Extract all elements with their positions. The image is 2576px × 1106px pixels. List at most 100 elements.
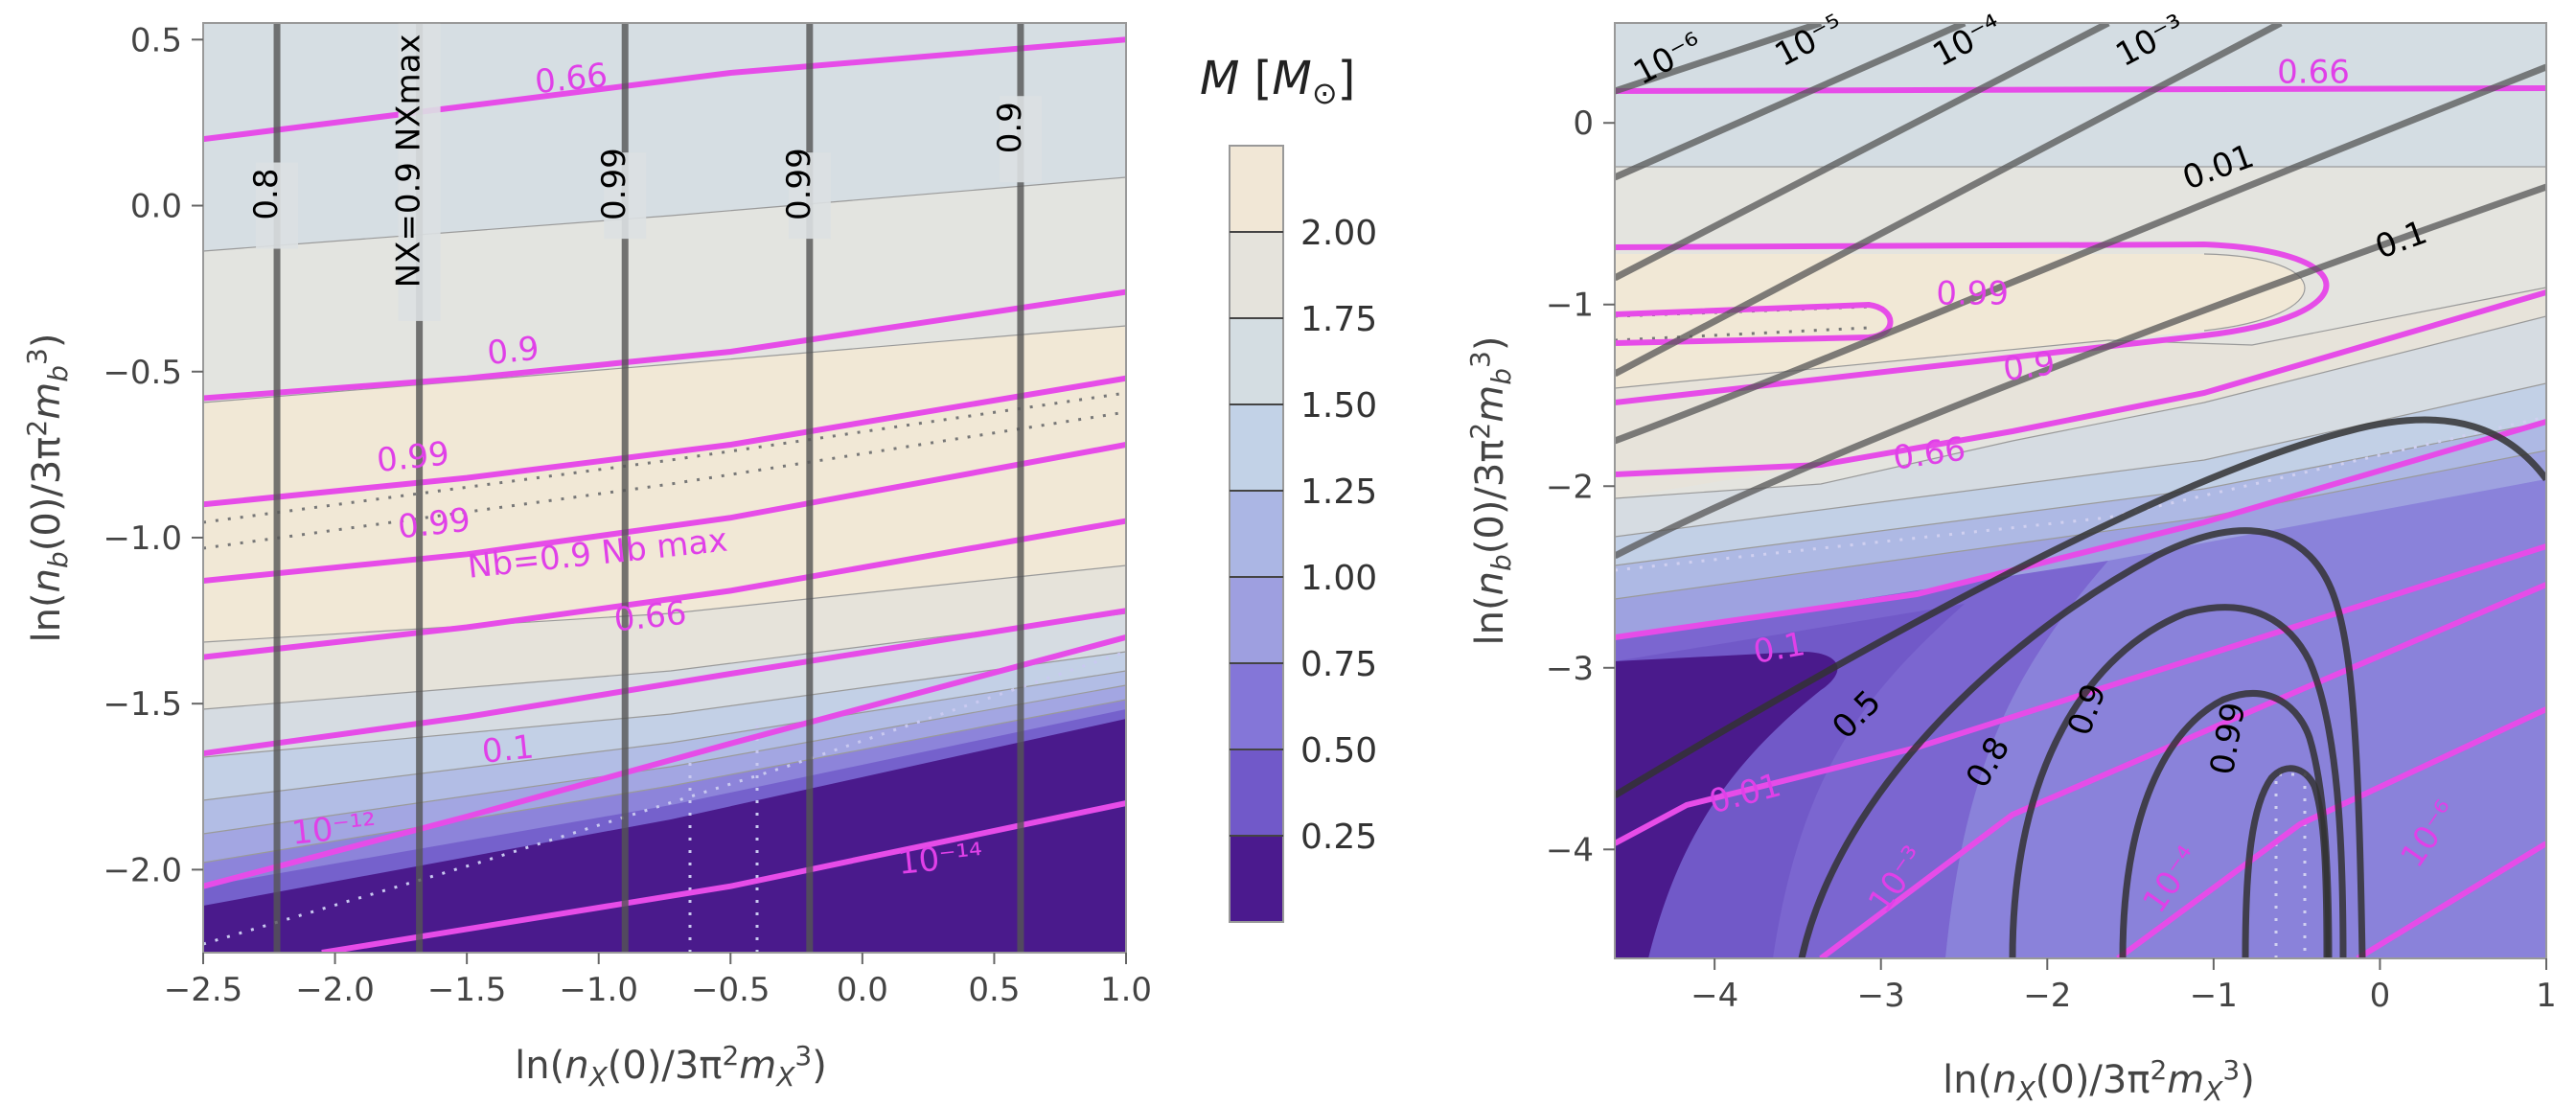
colorbar-tick-label: 1.50 (1300, 386, 1377, 426)
left-xtick-label: −1.0 (559, 971, 638, 1009)
nx-label-bg-2 (604, 152, 647, 240)
magenta-contour-2 (203, 375, 1126, 508)
right-xlabel: ln(nX(0)/3π2mX3) (1943, 1054, 2255, 1106)
nx-label-3: 0.99 (780, 148, 818, 220)
r-band-1 (1615, 450, 2546, 637)
left-ytick-label: −0.5 (103, 354, 182, 392)
magenta-contour-5 (203, 608, 1126, 757)
colorbar-tick-label: 1.00 (1300, 559, 1377, 598)
magenta-contour-7 (321, 800, 1126, 953)
r-band-lower-light (1945, 479, 2546, 958)
left-xtick-label: −1.5 (427, 971, 507, 1009)
left-panel: 0.66 0.9 0.99 0.99 0.66 0.1 10⁻¹² 10⁻¹⁴ 0.8 NX=0.… (21, 21, 1152, 1093)
colorbar-swatch-4 (1230, 491, 1283, 577)
nx-label-bg-1 (398, 23, 441, 321)
right-xtick-label: −3 (1857, 977, 1905, 1015)
right-ytick-label: −3 (1546, 650, 1594, 688)
left-magenta-contours (203, 36, 1126, 953)
nx-label-bg-0 (256, 162, 299, 249)
colorbar-swatch-0 (1230, 146, 1283, 232)
colorbar-title: M [M⊙] (1200, 52, 1355, 111)
right-axis-ticks: −4 −3 −2 −1 0 1 0 −1 −2 −3 −4 (1546, 104, 2557, 1015)
left-frame (202, 22, 1127, 954)
magenta-bottom-label-0: 0.1 (1751, 625, 1808, 672)
right-xtick-label: −1 (2190, 977, 2238, 1015)
right-ytick-label: −4 (1546, 831, 1594, 869)
nx-label-4: 0.9 (991, 102, 1029, 153)
magenta-contour-3 (203, 442, 1126, 584)
magenta-label-3: 0.99 (396, 501, 472, 547)
colorbar-frame (1229, 145, 1284, 923)
left-plot-area (203, 23, 1126, 953)
magenta-label-4: 0.66 (612, 594, 688, 640)
r-band-125 (1615, 422, 2546, 599)
left-xtick-label: −2.0 (295, 971, 375, 1009)
r-band-025 (1615, 652, 1838, 958)
magenta-label-2: 0.99 (375, 434, 450, 480)
left-xtick-label: −0.5 (691, 971, 770, 1009)
left-ytick-label: −2.0 (103, 851, 182, 889)
right-xtick-label: 0 (2370, 977, 2391, 1015)
right-ytick-label: −1 (1546, 287, 1594, 325)
right-xtick-label: 1 (2536, 977, 2557, 1015)
r-band-19 (1615, 288, 2546, 498)
colorbar: M [M⊙] 2.00 1.75 1.50 1.25 1.00 0.75 0.50 0.25 (1200, 52, 1377, 923)
colorbar-swatch-1 (1230, 232, 1283, 318)
colorbar-swatch-7 (1230, 749, 1283, 836)
colorbar-tick-label: 0.75 (1300, 645, 1377, 684)
left-xtick-label: −2.5 (164, 971, 243, 1009)
magenta-top-label-0: 0.66 (2277, 54, 2350, 92)
right-xtick-label: −4 (1690, 977, 1738, 1015)
magenta-top-label-1: 0.99 (1936, 275, 2009, 313)
right-ylabel: ln(nb(0)/3π2mb3) (1464, 336, 1517, 646)
r-band-top (1615, 23, 2546, 167)
magenta-contour-4 (203, 518, 1126, 660)
r-band-175 (1615, 316, 2546, 537)
left-ylabel: ln(nb(0)/3π2mb3) (21, 334, 74, 643)
left-ytick-label: −1.5 (103, 685, 182, 724)
r-black-contours (1615, 23, 2546, 958)
magenta-label-6: 10⁻¹² (289, 806, 378, 853)
right-ytick-label: −2 (1546, 468, 1594, 506)
nx-label-1: NX=0.9 NXmax (390, 34, 428, 288)
magenta-contour-1 (203, 288, 1126, 402)
right-panel: 10⁻⁶ 10⁻⁵ 10⁻⁴ 10⁻³0.010.10.50.80.9 0.990.66… (1464, 7, 2557, 1106)
left-axis-ticks: −2.5 −2.0 −1.5 −1.0 −0.5 0.0 0.5 1.0 0.5 0.0 −0.5 −… (103, 21, 1152, 1009)
left-ytick-label: 0.5 (130, 21, 182, 59)
left-ytick-label: −1.0 (103, 519, 182, 558)
nx-label-2: 0.99 (595, 148, 633, 220)
colorbar-swatch-5 (1230, 577, 1283, 663)
colorbar-tick-label: 2.00 (1300, 214, 1377, 253)
magenta-contour-6 (203, 634, 1126, 889)
nx-label-bg-3 (788, 152, 831, 240)
magenta-top-label-2: 0.9 (2001, 344, 2058, 389)
left-xlabel: ln(nX(0)/3π2mX3) (515, 1040, 827, 1093)
r-band-15 (1615, 383, 2546, 565)
band-025 (203, 719, 1126, 953)
right-frame (1614, 22, 2547, 959)
right-xtick-label: −2 (2023, 977, 2071, 1015)
colorbar-swatch-3 (1230, 404, 1283, 491)
r-magenta-contours (1615, 85, 2546, 958)
left-xtick-label: 1.0 (1100, 971, 1152, 1009)
magenta-label-0: 0.66 (533, 56, 609, 102)
colorbar-tick-label: 0.50 (1300, 731, 1377, 771)
left-xtick-label: 0.0 (837, 971, 888, 1009)
colorbar-tick-label: 0.25 (1300, 818, 1377, 857)
colorbar-swatch-8 (1230, 836, 1283, 922)
left-xtick-label: 0.5 (968, 971, 1020, 1009)
magenta-label-1: 0.9 (486, 330, 541, 373)
magenta-contour-0 (203, 36, 1126, 143)
right-ytick-label: 0 (1573, 104, 1594, 143)
colorbar-swatches (1230, 146, 1283, 922)
colorbar-swatch-2 (1230, 318, 1283, 404)
colorbar-tick-label: 1.75 (1300, 300, 1377, 339)
colorbar-tick-label: 1.25 (1300, 472, 1377, 512)
dotted-contours (203, 391, 1126, 953)
colorbar-ticks: 2.00 1.75 1.50 1.25 1.00 0.75 0.50 0.25 (1230, 214, 1377, 857)
nx-label-bg-4 (999, 96, 1042, 183)
right-plot-area (1615, 23, 2546, 958)
magenta-label-5: 0.1 (480, 727, 536, 771)
left-ytick-label: 0.0 (130, 188, 182, 226)
